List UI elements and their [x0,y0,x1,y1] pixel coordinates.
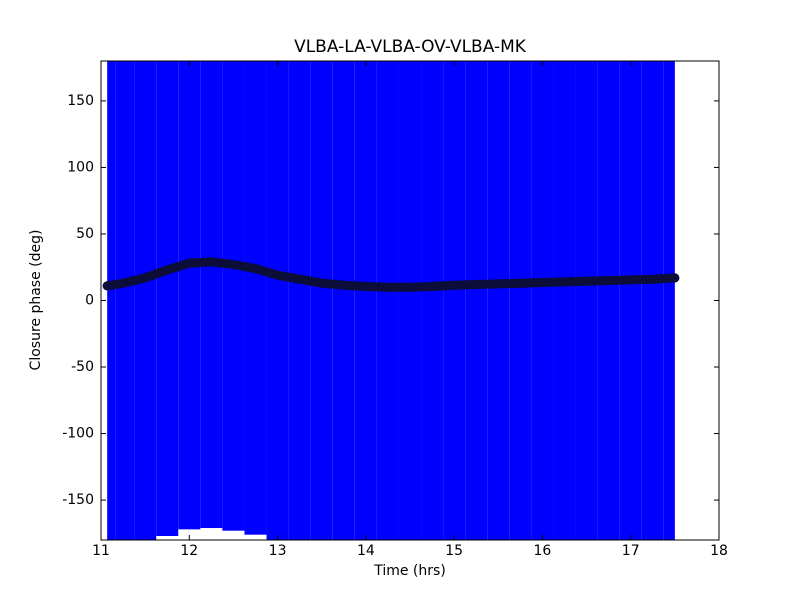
error-bar [332,61,355,540]
y-tick-label: 50 [76,226,94,242]
error-bar [421,61,444,540]
error-bar [178,61,201,530]
error-bar [443,61,466,540]
data-point [140,273,150,283]
error-bar [398,61,422,540]
error-bar [553,61,576,540]
error-bar [465,61,488,540]
error-bar [354,61,377,540]
x-tick-label: 15 [445,543,463,559]
y-tick-label: -100 [62,426,94,442]
error-bar [376,61,399,540]
data-point [515,278,525,288]
y-tick-label: 100 [67,159,94,175]
error-bar [310,61,333,540]
data-point [317,278,327,288]
x-tick-label: 12 [180,543,198,559]
y-tick-label: 150 [67,93,94,109]
error-bar [619,61,642,540]
data-point [118,278,128,288]
data-point [295,274,305,284]
data-point [361,282,371,292]
data-point [427,282,437,292]
error-bar [200,61,223,529]
y-tick-label: -150 [62,492,94,508]
error-bar [107,61,116,540]
error-bar [531,61,554,540]
error-bar [509,61,532,540]
data-point [228,260,238,270]
data-point [206,257,216,267]
plot-area [102,61,680,540]
data-point [471,280,481,290]
error-bar [663,61,675,540]
error-bar [134,61,157,540]
data-point [626,275,636,285]
data-point [604,276,614,286]
data-point [339,280,349,290]
error-bar [487,61,510,540]
data-point [405,282,415,292]
data-point [184,258,194,268]
x-tick-label: 17 [622,543,640,559]
data-point [251,264,260,274]
chart-title: VLBA-LA-VLBA-OV-VLBA-MK [294,37,527,57]
data-point [493,279,503,289]
y-tick-label: 0 [85,293,94,309]
x-tick-label: 14 [357,543,375,559]
error-bar [115,61,135,540]
data-point [648,274,658,284]
data-point [537,278,547,288]
data-point [383,282,393,292]
data-point [162,265,172,275]
x-tick-label: 16 [534,543,552,559]
error-bar [244,61,267,535]
data-point [102,281,112,291]
x-tick-label: 13 [269,543,287,559]
x-axis-label: Time (hrs) [373,563,446,579]
error-bar [266,61,289,540]
error-bar [156,61,179,537]
y-axis-label: Closure phase (deg) [28,230,44,371]
y-tick-label: -50 [71,359,94,375]
error-bar [597,61,620,540]
data-point [670,273,680,283]
error-bar [641,61,664,540]
error-bar [575,61,598,540]
error-bar [288,61,311,540]
data-point [560,277,569,287]
data-point [582,276,592,286]
x-tick-label: 11 [92,543,110,559]
error-bar [222,61,245,531]
data-point [449,280,459,290]
data-point [273,270,283,280]
x-tick-label: 18 [710,543,728,559]
